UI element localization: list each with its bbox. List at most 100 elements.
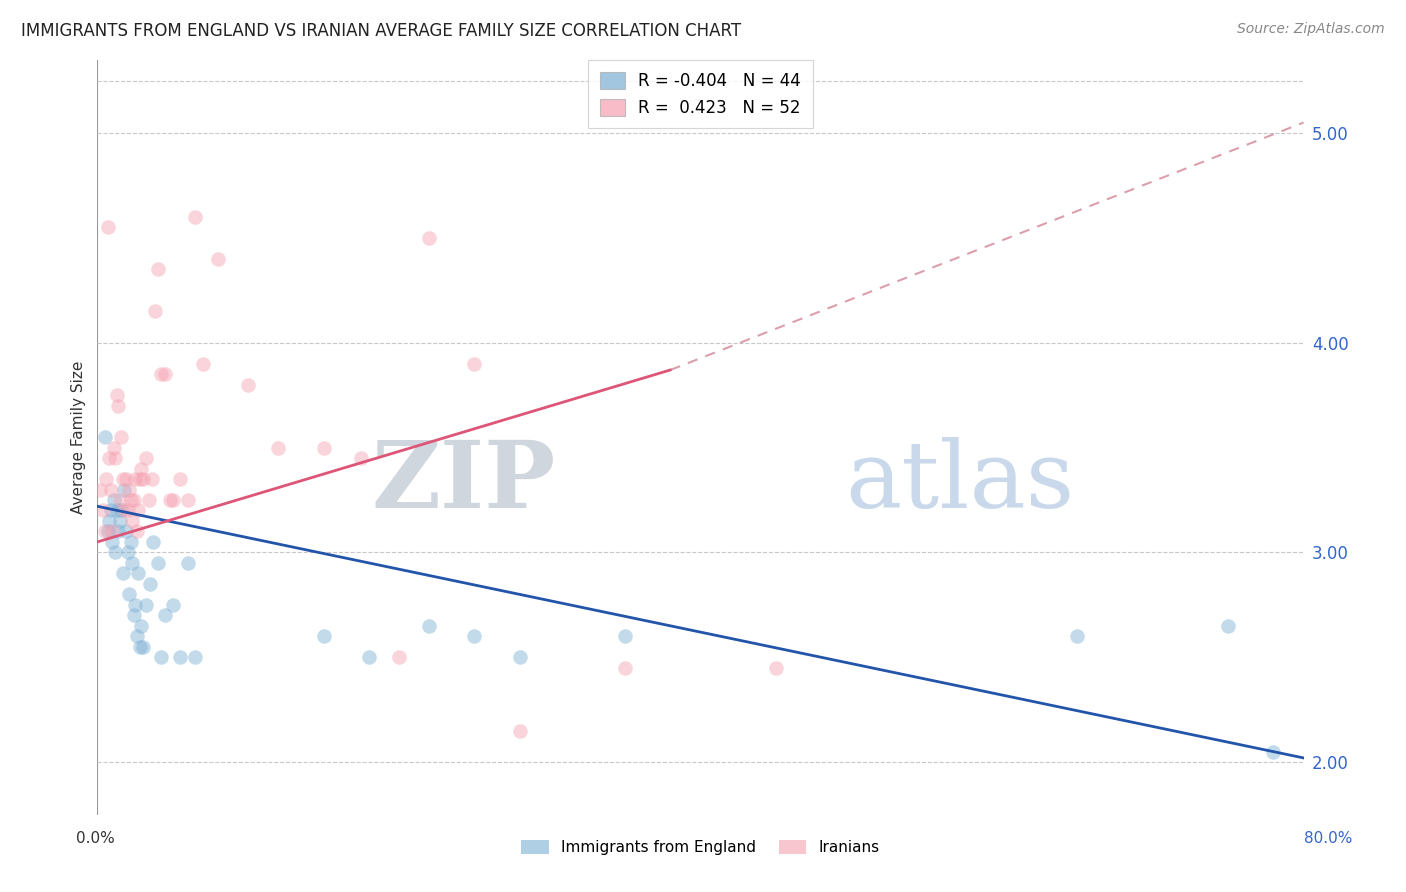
Point — [131, 472, 153, 486]
Point — [418, 231, 440, 245]
Point — [101, 524, 124, 539]
Point — [169, 650, 191, 665]
Point — [121, 514, 143, 528]
Point — [153, 367, 176, 381]
Point — [765, 661, 787, 675]
Point — [114, 503, 136, 517]
Text: 80.0%: 80.0% — [1305, 831, 1353, 846]
Point — [110, 503, 132, 517]
Text: atlas: atlas — [845, 437, 1074, 527]
Point — [105, 503, 128, 517]
Point — [129, 461, 152, 475]
Legend: R = -0.404   N = 44, R =  0.423   N = 52: R = -0.404 N = 44, R = 0.423 N = 52 — [588, 61, 813, 128]
Point — [104, 451, 127, 466]
Point — [107, 524, 129, 539]
Point — [117, 545, 139, 559]
Point — [149, 367, 172, 381]
Point — [169, 472, 191, 486]
Point — [128, 640, 150, 654]
Point — [94, 430, 117, 444]
Text: IMMIGRANTS FROM ENGLAND VS IRANIAN AVERAGE FAMILY SIZE CORRELATION CHART: IMMIGRANTS FROM ENGLAND VS IRANIAN AVERA… — [21, 22, 741, 40]
Point — [139, 577, 162, 591]
Point — [153, 608, 176, 623]
Point — [207, 252, 229, 266]
Point — [122, 493, 145, 508]
Point — [98, 451, 121, 466]
Point — [191, 357, 214, 371]
Point — [388, 650, 411, 665]
Point — [267, 441, 290, 455]
Point — [118, 587, 141, 601]
Point — [1066, 629, 1088, 643]
Text: ZIP: ZIP — [371, 437, 555, 527]
Point — [104, 545, 127, 559]
Point — [111, 566, 134, 581]
Point — [128, 472, 150, 486]
Point — [146, 262, 169, 277]
Point — [103, 441, 125, 455]
Point — [89, 483, 111, 497]
Point — [184, 210, 207, 224]
Point — [120, 535, 142, 549]
Point — [177, 493, 200, 508]
Point — [138, 493, 160, 508]
Point — [114, 483, 136, 497]
Point — [121, 556, 143, 570]
Point — [111, 472, 134, 486]
Point — [162, 598, 184, 612]
Point — [350, 451, 373, 466]
Point — [110, 430, 132, 444]
Point — [127, 503, 149, 517]
Point — [312, 629, 335, 643]
Y-axis label: Average Family Size: Average Family Size — [72, 360, 86, 514]
Point — [118, 483, 141, 497]
Point — [105, 388, 128, 402]
Point — [509, 723, 531, 738]
Point — [98, 514, 121, 528]
Point — [614, 661, 637, 675]
Point — [117, 503, 139, 517]
Point — [108, 493, 131, 508]
Text: 0.0%: 0.0% — [76, 831, 115, 846]
Point — [146, 556, 169, 570]
Point — [122, 608, 145, 623]
Point — [125, 524, 148, 539]
Point — [135, 451, 157, 466]
Point — [115, 524, 138, 539]
Point — [149, 650, 172, 665]
Point — [463, 357, 485, 371]
Point — [1263, 745, 1285, 759]
Point — [127, 566, 149, 581]
Point — [129, 619, 152, 633]
Point — [236, 377, 259, 392]
Point — [125, 629, 148, 643]
Point — [124, 472, 146, 486]
Point — [357, 650, 380, 665]
Point — [93, 503, 115, 517]
Point — [103, 493, 125, 508]
Point — [101, 535, 124, 549]
Point — [177, 556, 200, 570]
Point — [614, 629, 637, 643]
Point — [143, 304, 166, 318]
Point — [115, 472, 138, 486]
Point — [96, 472, 118, 486]
Point — [97, 220, 120, 235]
Point — [131, 640, 153, 654]
Point — [184, 650, 207, 665]
Text: Source: ZipAtlas.com: Source: ZipAtlas.com — [1237, 22, 1385, 37]
Point — [107, 399, 129, 413]
Point — [162, 493, 184, 508]
Point — [108, 514, 131, 528]
Point — [159, 493, 181, 508]
Point — [124, 598, 146, 612]
Point — [97, 524, 120, 539]
Point — [135, 598, 157, 612]
Point — [1218, 619, 1240, 633]
Point — [100, 483, 122, 497]
Point — [120, 493, 142, 508]
Point — [100, 503, 122, 517]
Point — [509, 650, 531, 665]
Point — [142, 535, 165, 549]
Point — [312, 441, 335, 455]
